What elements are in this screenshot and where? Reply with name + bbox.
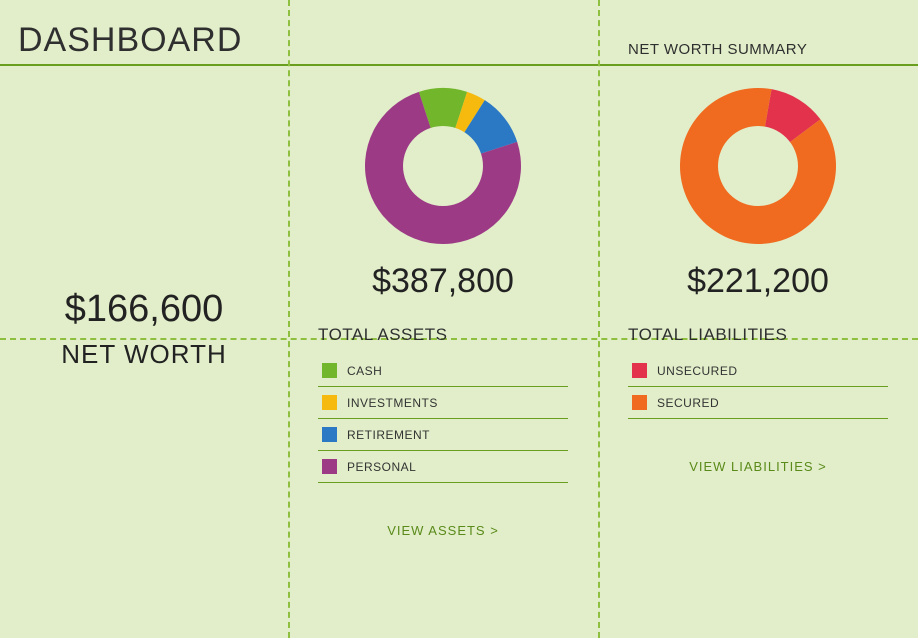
assets-donut-chart (288, 86, 598, 246)
assets-total-value: $387,800 (288, 262, 598, 301)
legend-item: INVESTMENTS (318, 387, 568, 419)
liabilities-total-value: $221,200 (598, 262, 918, 301)
liabilities-legend: UNSECURED SECURED (628, 355, 888, 419)
net-worth-value: $166,600 (0, 288, 288, 331)
legend-item: RETIREMENT (318, 419, 568, 451)
view-assets-link[interactable]: VIEW ASSETS > (288, 523, 598, 538)
legend-label: INVESTMENTS (347, 396, 438, 410)
legend-label: SECURED (657, 396, 719, 410)
donut-hole (718, 126, 798, 206)
legend-item: SECURED (628, 387, 888, 419)
legend-swatch (632, 395, 647, 410)
dashboard-grid: $166,600 NET WORTH $387,800 TOTAL ASSETS… (0, 66, 918, 638)
legend-item: PERSONAL (318, 451, 568, 483)
header-subtitle: NET WORTH SUMMARY (628, 41, 918, 64)
net-worth-panel: $166,600 NET WORTH (0, 66, 288, 370)
legend-item: CASH (318, 355, 568, 387)
assets-section-title: TOTAL ASSETS (318, 325, 598, 345)
net-worth-label: NET WORTH (0, 339, 288, 370)
liabilities-panel: $221,200 TOTAL LIABILITIES UNSECURED SECU… (598, 66, 918, 474)
assets-legend: CASH INVESTMENTS RETIREMENT PERSONAL (318, 355, 568, 483)
legend-item: UNSECURED (628, 355, 888, 387)
legend-swatch (322, 363, 337, 378)
header: DASHBOARD NET WORTH SUMMARY (0, 0, 918, 66)
legend-swatch (322, 427, 337, 442)
legend-swatch (322, 395, 337, 410)
view-liabilities-link[interactable]: VIEW LIABILITIES > (598, 459, 918, 474)
legend-label: RETIREMENT (347, 428, 430, 442)
legend-label: UNSECURED (657, 364, 738, 378)
legend-swatch (632, 363, 647, 378)
legend-label: CASH (347, 364, 382, 378)
liabilities-donut-chart (598, 86, 918, 246)
legend-label: PERSONAL (347, 460, 416, 474)
page-title: DASHBOARD (18, 21, 628, 64)
assets-panel: $387,800 TOTAL ASSETS CASH INVESTMENTS RET… (288, 66, 598, 538)
liabilities-section-title: TOTAL LIABILITIES (628, 325, 918, 345)
legend-swatch (322, 459, 337, 474)
donut-hole (403, 126, 483, 206)
